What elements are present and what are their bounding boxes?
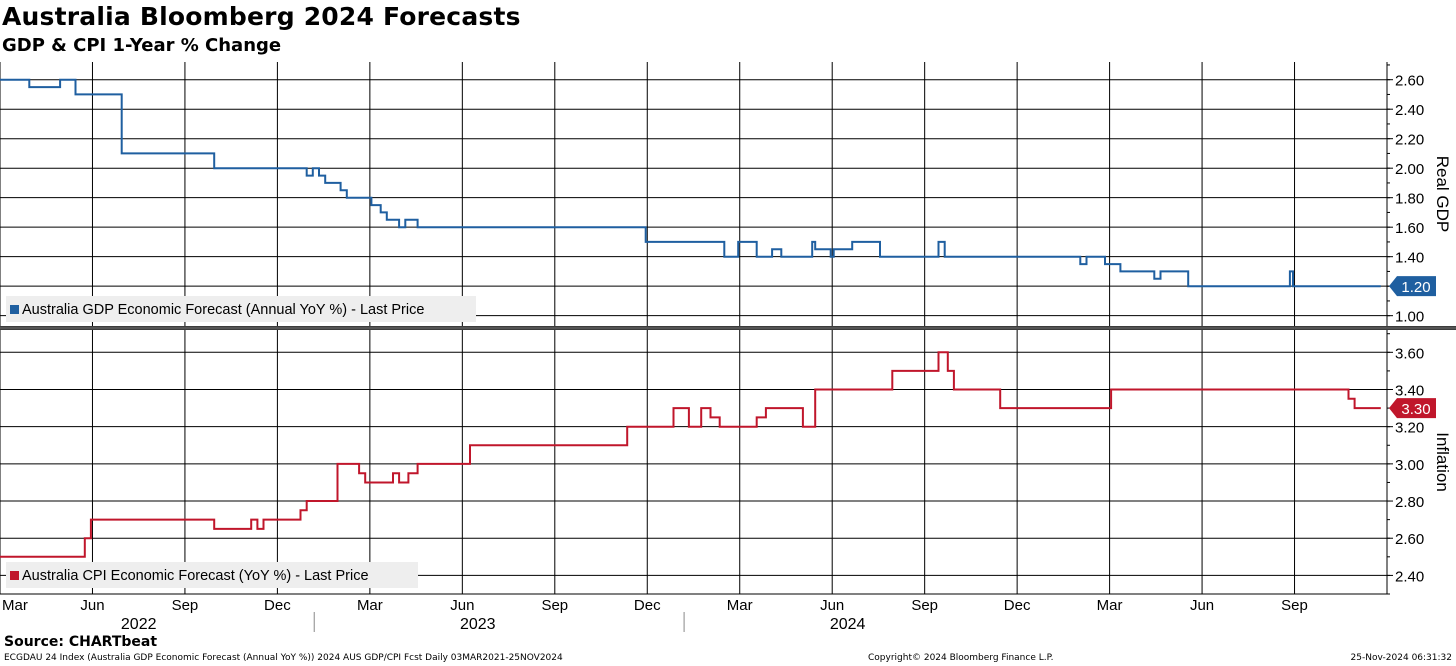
y-tick-label: 1.00 xyxy=(1395,309,1424,326)
x-year-label: 2024 xyxy=(830,616,866,633)
index-footnote: ECGDAU 24 Index (Australia GDP Economic … xyxy=(4,653,563,663)
x-tick-label: Mar xyxy=(1097,597,1123,614)
y-tick-label: 2.20 xyxy=(1395,132,1424,149)
bottom-panel: 2.40 2.60 2.80 3.00 3.20 3.40 3.60 Inflation Aus… xyxy=(0,330,1452,595)
legend-swatch xyxy=(10,571,19,580)
chart-subtitle: GDP & CPI 1-Year % Change xyxy=(2,35,282,56)
x-tick-label: Jun xyxy=(820,597,844,614)
y-tick-label: 2.40 xyxy=(1395,568,1424,585)
y-axis-title: Inflation xyxy=(1433,432,1452,492)
x-tick-label: Sep xyxy=(1281,597,1308,614)
legend-box xyxy=(6,562,418,588)
copyright-note: Copyright© 2024 Bloomberg Finance L.P. xyxy=(868,653,1054,663)
x-tick-label: Mar xyxy=(727,597,753,614)
y-tick-label: 3.20 xyxy=(1395,420,1424,437)
y-tick-label: 1.80 xyxy=(1395,191,1424,208)
x-tick-label: Dec xyxy=(1004,597,1031,614)
x-tick-label: Sep xyxy=(172,597,199,614)
x-tick-label: Sep xyxy=(541,597,568,614)
y-tick-label: 3.00 xyxy=(1395,457,1424,474)
y-tick-label: 2.40 xyxy=(1395,102,1424,119)
last-value-badge: 1.20 xyxy=(1389,276,1436,297)
last-value-badge: 3.30 xyxy=(1389,398,1436,419)
last-value-marker xyxy=(1389,398,1436,419)
y-tick-label: 3.60 xyxy=(1395,345,1424,362)
x-year-label: 2023 xyxy=(460,616,496,633)
x-tick-label: Dec xyxy=(264,597,291,614)
timestamp-note: 25-Nov-2024 06:31:32 xyxy=(1350,653,1452,663)
legend-label: Australia GDP Economic Forecast (Annual … xyxy=(22,302,424,318)
series-line-top xyxy=(0,78,1381,288)
y-tick-label: 2.60 xyxy=(1395,531,1424,548)
x-tick-label: Mar xyxy=(357,597,383,614)
x-year-label: 2022 xyxy=(121,616,157,633)
chart-title: Australia Bloomberg 2024 Forecasts xyxy=(2,2,521,31)
x-tick-label: Jun xyxy=(1190,597,1214,614)
source-note: Source: CHARTbeat xyxy=(4,634,158,650)
y-tick-label: 1.60 xyxy=(1395,220,1424,237)
y-tick-label: 3.40 xyxy=(1395,382,1424,399)
last-value-label: 1.20 xyxy=(1401,279,1430,296)
series-line-bottom xyxy=(0,351,1381,558)
legend-box xyxy=(6,296,476,322)
last-value-label: 3.30 xyxy=(1401,401,1430,418)
y-tick-label: 2.00 xyxy=(1395,161,1424,178)
y-tick-label: 2.60 xyxy=(1395,73,1424,90)
legend-swatch xyxy=(10,305,19,314)
last-value-marker xyxy=(1389,276,1436,297)
y-tick-label: 2.80 xyxy=(1395,494,1424,511)
x-tick-label: Mar xyxy=(2,597,28,614)
y-tick-label: 1.40 xyxy=(1395,250,1424,267)
top-panel: 1.00 1.20 1.40 1.60 1.80 2.00 2.20 2.40 2.60 Real… xyxy=(0,62,1452,326)
x-tick-label: Dec xyxy=(634,597,661,614)
legend-label: Australia CPI Economic Forecast (YoY %) … xyxy=(22,568,369,584)
x-tick-label: Jun xyxy=(450,597,474,614)
y-axis-title: Real GDP xyxy=(1433,156,1452,233)
x-tick-label: Sep xyxy=(911,597,938,614)
x-tick-label: Jun xyxy=(80,597,104,614)
